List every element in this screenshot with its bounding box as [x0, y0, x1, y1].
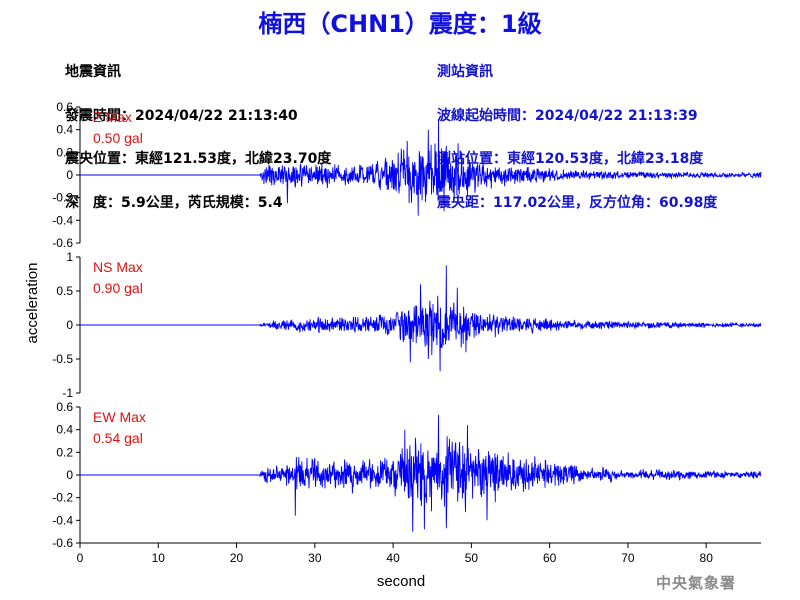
chart-title: 楠西（CHN1）震度：1級 — [258, 10, 542, 38]
y-tick-label: 0.6 — [56, 400, 73, 414]
max-label-ew: EW Max — [93, 409, 146, 425]
epicenter-location: 震央位置：東經121.53度，北緯23.70度 — [65, 151, 332, 167]
x-tick-label: 20 — [230, 551, 244, 565]
panel-ns: 1 0.5 0 -0.5 -1 NS Max 0.90 gal — [52, 250, 762, 400]
origin-time: 發震時間：2024/04/22 21:13:40 — [65, 107, 298, 124]
y-tick-label: 0.6 — [56, 100, 73, 114]
y-tick-label: 0 — [66, 468, 73, 482]
max-value-ew: 0.54 gal — [93, 430, 143, 446]
x-tick-label: 80 — [700, 551, 714, 565]
y-tick-label: -1 — [62, 386, 73, 400]
y-axis-label: acceleration — [24, 263, 41, 344]
y-tick-label: 0 — [66, 168, 73, 182]
x-tick-label: 30 — [308, 551, 322, 565]
y-tick-label: -0.4 — [52, 513, 73, 527]
epicentral-distance: 震央距：117.02公里，反方位角：60.98度 — [437, 194, 718, 211]
max-label-z: Z Max — [93, 109, 132, 125]
x-tick-label: 10 — [152, 551, 166, 565]
station-location: 測站位置：東經120.53度，北緯23.18度 — [437, 151, 704, 167]
x-tick-label: 70 — [621, 551, 635, 565]
waveform-trace — [80, 265, 762, 372]
panel-z: 0.6 0.4 0.2 0 -0.2 -0.4 -0.6 Z Max 0.50 gal — [52, 100, 762, 250]
max-value-ns: 0.90 gal — [93, 280, 143, 296]
y-tick-label: 0.2 — [56, 445, 73, 459]
y-tick-label: 0.4 — [56, 423, 73, 437]
x-axis: 0 10 20 30 40 50 60 70 80 — [77, 542, 761, 565]
waveform-trace — [80, 414, 762, 532]
y-tick-label: -0.6 — [52, 536, 73, 550]
y-tick-label: -0.2 — [52, 491, 73, 505]
earthquake-info-heading: 地震資訊 — [65, 64, 121, 80]
x-tick-label: 0 — [77, 551, 84, 565]
y-tick-label: -0.6 — [52, 236, 73, 250]
x-tick-label: 40 — [386, 551, 400, 565]
station-info-heading: 測站資訊 — [437, 64, 493, 80]
y-tick-label: 0.4 — [56, 123, 73, 137]
agency-watermark: 中央氣象署 — [656, 574, 737, 592]
earthquake-info-block: 地震資訊 發震時間：2024/04/22 21:13:40 震央位置：東經121… — [65, 36, 331, 225]
y-tick-label: 1 — [66, 250, 73, 264]
x-tick-label: 60 — [543, 551, 557, 565]
x-tick-label: 50 — [465, 551, 479, 565]
y-tick-label: -0.4 — [52, 213, 73, 227]
panel-ew: 0.6 0.4 0.2 0 -0.2 -0.4 -0.6 EW Max 0.54 gal — [52, 400, 762, 550]
y-tick-label: 0 — [66, 318, 73, 332]
max-value-z: 0.50 gal — [93, 130, 143, 146]
y-tick-label: 0.5 — [56, 284, 73, 298]
panels-group: 0.6 0.4 0.2 0 -0.2 -0.4 -0.6 Z Max 0.50 gal 1 0.5 0… — [52, 100, 762, 550]
station-info-block: 測站資訊 波線起始時間：2024/04/22 21:13:39 測站位置：東經1… — [437, 36, 717, 225]
y-tick-label: -0.2 — [52, 191, 73, 205]
max-label-ns: NS Max — [93, 259, 143, 275]
waveform-trace — [80, 119, 762, 216]
y-tick-label: -0.5 — [52, 352, 73, 366]
depth-magnitude: 深 度：5.9公里，芮氏規模：5.4 — [65, 194, 283, 211]
y-tick-label: 0.2 — [56, 145, 73, 159]
x-axis-label: second — [377, 573, 425, 590]
wave-start-time: 波線起始時間：2024/04/22 21:13:39 — [437, 107, 698, 124]
